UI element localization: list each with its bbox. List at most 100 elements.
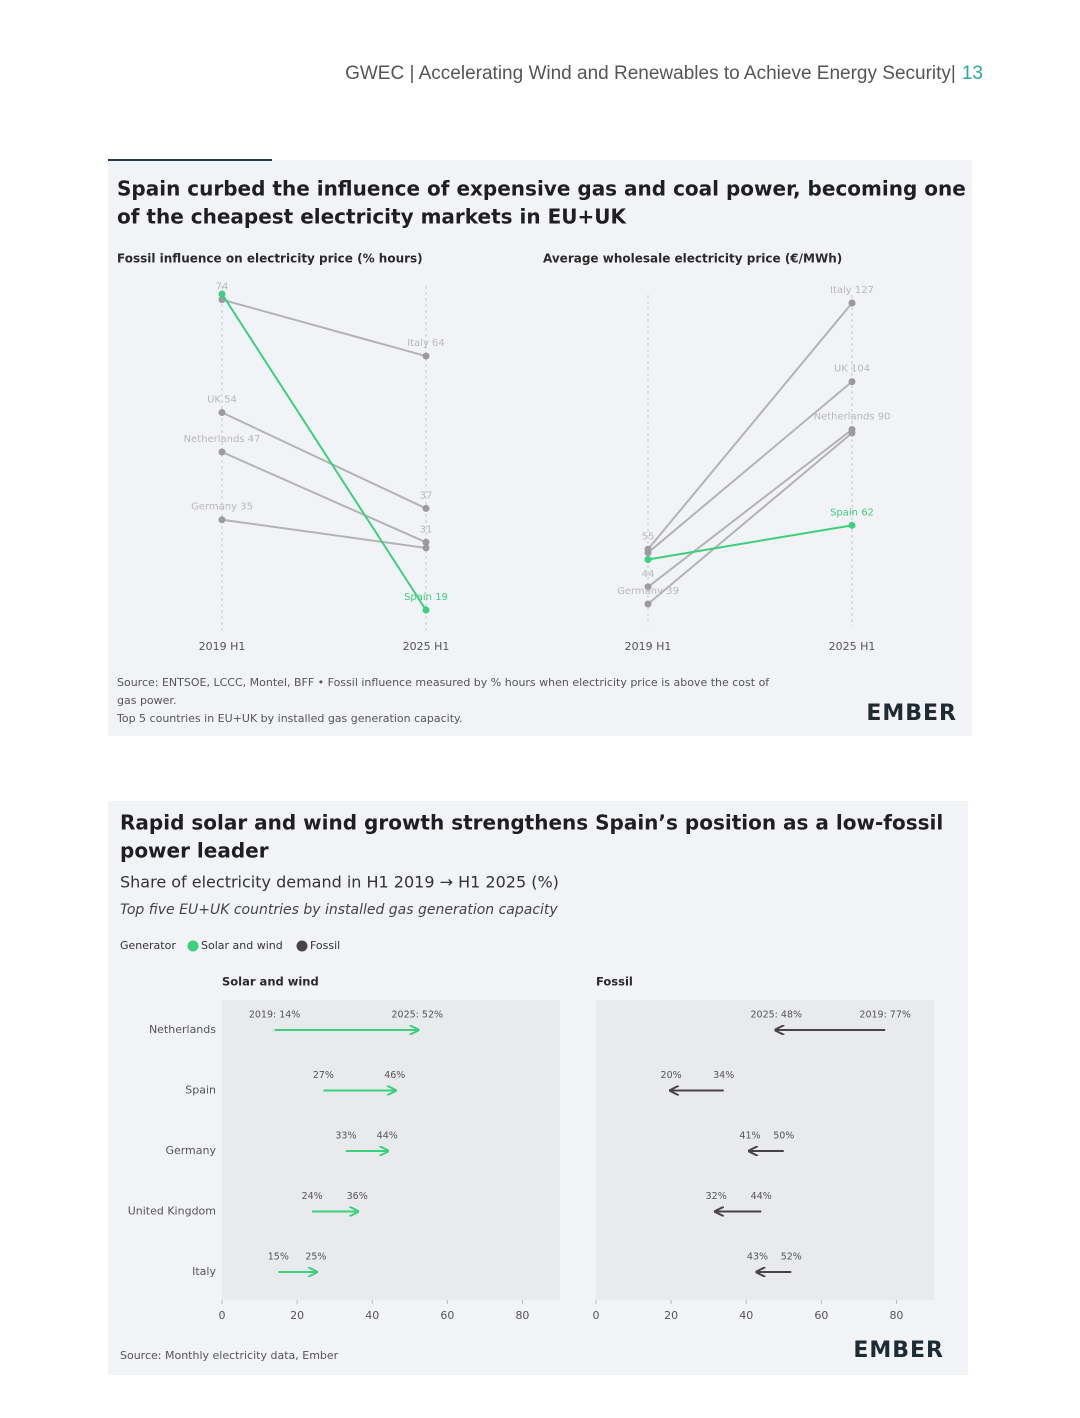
plot-area xyxy=(222,1000,560,1300)
value-label: 20% xyxy=(661,1070,682,1081)
x-tick-label: 40 xyxy=(739,1309,753,1322)
slope-line xyxy=(221,411,427,510)
figure-note: Top five EU+UK countries by installed ga… xyxy=(120,902,558,918)
value-label: 2019: 77% xyxy=(859,1010,911,1021)
source-note: Source: ENTSOE, LCCC, Montel, BFF • Foss… xyxy=(117,676,770,689)
value-label: 32% xyxy=(706,1191,727,1202)
point xyxy=(848,521,856,529)
value-label: 31 xyxy=(420,524,433,535)
value-label: 37 xyxy=(420,490,433,501)
value-label: 24% xyxy=(302,1191,323,1202)
value-label: 74 xyxy=(216,282,229,293)
value-label: 34% xyxy=(713,1070,734,1081)
value-label: 50% xyxy=(773,1131,794,1142)
point xyxy=(218,448,226,456)
point xyxy=(422,538,430,546)
row-label: Spain xyxy=(185,1084,216,1097)
value-label: Spain 62 xyxy=(830,507,874,518)
slope-line xyxy=(647,432,853,605)
x-tick-label: 2025 H1 xyxy=(829,640,876,653)
value-label: 33% xyxy=(335,1131,356,1142)
value-label: 44 xyxy=(642,569,655,580)
x-tick-label: 20 xyxy=(664,1309,678,1322)
value-label: 15% xyxy=(268,1252,289,1263)
point xyxy=(218,516,226,524)
source-note: Source: Monthly electricity data, Ember xyxy=(120,1349,339,1362)
slope-line xyxy=(647,428,853,588)
x-tick-label: 20 xyxy=(290,1309,304,1322)
point xyxy=(422,504,430,512)
x-tick-label: 0 xyxy=(593,1309,600,1322)
x-tick-label: 2019 H1 xyxy=(625,640,672,653)
value-label: 2025: 48% xyxy=(751,1010,803,1021)
value-label: Germany 35 xyxy=(191,502,253,513)
panel-title: Fossil xyxy=(596,975,633,989)
x-tick-label: 80 xyxy=(515,1309,529,1322)
slope-line xyxy=(221,298,427,358)
figure-subtitle: Share of electricity demand in H1 2019 →… xyxy=(120,873,559,892)
x-tick-label: 0 xyxy=(219,1309,226,1322)
point xyxy=(422,606,430,614)
legend-swatch xyxy=(296,940,308,952)
legend-title: Generator xyxy=(120,939,176,952)
point xyxy=(848,378,856,386)
x-tick-label: 2019 H1 xyxy=(199,640,246,653)
value-label: UK 54 xyxy=(207,395,237,406)
value-label: 46% xyxy=(384,1070,405,1081)
point xyxy=(422,352,430,360)
value-label: Spain 19 xyxy=(404,592,448,603)
x-tick-label: 60 xyxy=(440,1309,454,1322)
value-label: 43% xyxy=(747,1252,768,1263)
value-label: Germany 39 xyxy=(617,586,679,597)
value-label: Netherlands 47 xyxy=(184,434,261,445)
value-label: 2025: 52% xyxy=(392,1010,444,1021)
slope-line xyxy=(647,524,853,561)
slope-line xyxy=(647,380,853,554)
point xyxy=(422,544,430,552)
value-label: 52% xyxy=(781,1252,802,1263)
value-label: 44% xyxy=(751,1191,772,1202)
value-label: 2019: 14% xyxy=(249,1010,301,1021)
x-tick-label: 80 xyxy=(889,1309,903,1322)
x-tick-label: 60 xyxy=(814,1309,828,1322)
point xyxy=(848,299,856,307)
source-note: gas power. xyxy=(117,694,176,707)
value-label: 25% xyxy=(305,1252,326,1263)
figure-title: Spain curbed the influence of expensive … xyxy=(117,177,966,201)
row-label: Netherlands xyxy=(149,1023,216,1036)
point xyxy=(644,583,652,591)
panel-title: Solar and wind xyxy=(222,975,319,989)
slope-line xyxy=(221,451,427,544)
figure-title: power leader xyxy=(120,839,269,863)
value-label: 55 xyxy=(642,531,655,542)
value-label: 27% xyxy=(313,1070,334,1081)
point xyxy=(644,600,652,608)
value-label: UK 104 xyxy=(834,364,870,375)
x-tick-label: 2025 H1 xyxy=(403,640,450,653)
slope-line xyxy=(647,302,853,550)
chart-title: Fossil influence on electricity price (%… xyxy=(117,252,423,266)
row-label: Germany xyxy=(165,1144,216,1157)
point xyxy=(644,556,652,564)
point xyxy=(644,549,652,557)
legend-swatch xyxy=(187,940,199,952)
point xyxy=(218,409,226,416)
value-label: Italy 127 xyxy=(830,285,874,296)
row-label: Italy xyxy=(192,1265,216,1278)
page-header: GWEC | Accelerating Wind and Renewables … xyxy=(345,63,983,84)
x-tick-label: 40 xyxy=(365,1309,379,1322)
source-note: Top 5 countries in EU+UK by installed ga… xyxy=(116,712,462,725)
legend-label: Fossil xyxy=(310,939,340,952)
figure-title: of the cheapest electricity markets in E… xyxy=(117,205,627,229)
value-label: 36% xyxy=(347,1191,368,1202)
figure-title: Rapid solar and wind growth strengthens … xyxy=(120,811,943,835)
value-label: 41% xyxy=(739,1131,760,1142)
value-label: Netherlands 90 xyxy=(814,412,891,423)
point xyxy=(218,290,226,298)
chart-title: Average wholesale electricity price (€/M… xyxy=(543,252,842,266)
value-label: Italy 64 xyxy=(407,338,445,349)
row-label: United Kingdom xyxy=(128,1205,216,1218)
slope-line xyxy=(221,293,427,611)
